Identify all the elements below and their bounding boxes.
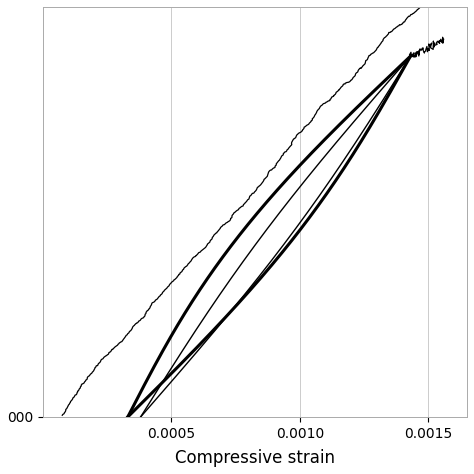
X-axis label: Compressive strain: Compressive strain	[175, 449, 335, 467]
